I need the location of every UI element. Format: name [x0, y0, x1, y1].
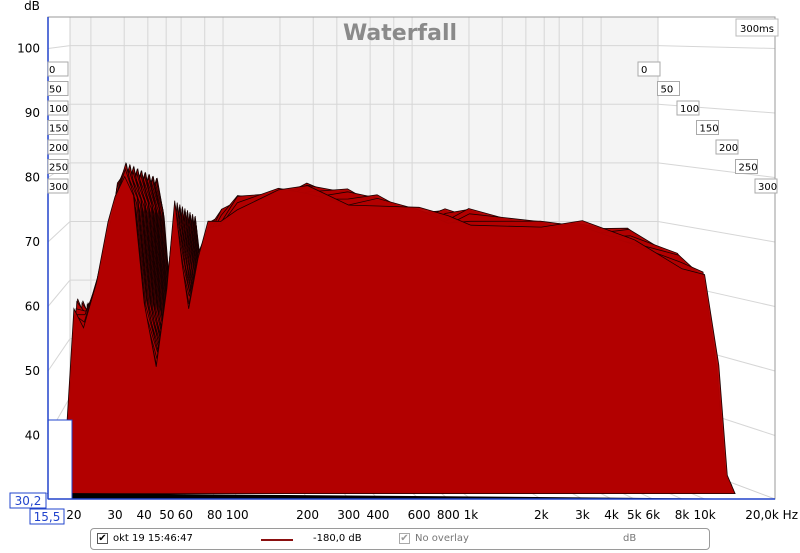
x-tick-label: 50	[159, 508, 174, 522]
y-tick-label: 50	[25, 364, 40, 378]
measurement-checkbox[interactable]: ✔	[97, 533, 108, 544]
x-tick-label: 10k	[693, 508, 715, 522]
time-label-left: 250	[49, 163, 68, 174]
waterfall-slice	[46, 175, 736, 494]
unit-label: dB	[623, 533, 637, 544]
time-label-box-left	[47, 120, 69, 135]
time-corner-box	[735, 18, 779, 37]
x-axis-end-label: 20,0k Hz	[745, 508, 798, 522]
x-tick-label: 800	[437, 508, 460, 522]
level-marker	[47, 419, 73, 500]
plot-frame	[47, 16, 776, 500]
y-min-label[interactable]: 30,2	[15, 494, 42, 508]
y-min-box[interactable]	[9, 492, 47, 509]
grid-line-side	[47, 338, 71, 372]
time-label-right: 250	[739, 163, 758, 174]
waterfall-slices	[46, 161, 775, 499]
time-label-right: 50	[661, 85, 674, 96]
grid-line-right	[657, 220, 776, 243]
floor-shadow	[48, 493, 775, 499]
waterfall-chart: 40 50 60 70 80 90 100 20 30 40 50 60 80 100 200 300 400 6…	[9, 0, 798, 525]
x-tick-label: 6k	[646, 508, 661, 522]
x-tick-label: 40	[137, 508, 152, 522]
legend-bar: ✔ okt 19 15:46:47 -180,0 dB ✔ No overlay…	[90, 528, 710, 550]
time-label-left: 200	[49, 143, 68, 154]
axes: 40 50 60 70 80 90 100 20 30 40 50 60 80 100 200 300 400 6…	[17, 42, 716, 523]
y-axis-label: dB	[24, 0, 40, 13]
time-label-box-left	[47, 178, 69, 194]
time-label-right: 100	[680, 104, 699, 115]
overlay-checkbox[interactable]: ✔	[399, 533, 410, 544]
grid-line-right	[657, 45, 776, 49]
time-label-right: 300	[758, 182, 777, 193]
grid-line-side	[47, 45, 71, 49]
x-min-label[interactable]: 15,5	[34, 510, 61, 524]
grid-line-side	[47, 221, 71, 243]
time-label-left: 150	[49, 124, 68, 135]
overlay-label[interactable]: No overlay	[415, 533, 469, 544]
y-tick-label: 100	[17, 42, 40, 56]
x-tick-label: 400	[366, 508, 389, 522]
level-value: -180,0 dB	[313, 533, 362, 544]
time-label-right: 150	[700, 124, 719, 135]
trace-color-swatch	[261, 539, 293, 541]
measurement-name[interactable]: okt 19 15:46:47	[113, 533, 193, 544]
time-label-box-right	[696, 120, 719, 135]
grid-line-right	[657, 162, 776, 178]
time-corner-label: 300ms	[740, 24, 774, 35]
x-tick-label: 4k	[604, 508, 619, 522]
time-label-left: 100	[49, 104, 68, 115]
y-tick-label: 70	[25, 235, 40, 249]
x-tick-label: 100	[226, 508, 249, 522]
time-label-right: 0	[641, 65, 647, 76]
time-label-left: 300	[49, 182, 68, 193]
x-tick-label: 5k	[627, 508, 642, 522]
x-min-box[interactable]	[29, 508, 65, 525]
time-label-box-right	[735, 159, 758, 174]
time-label-box-right	[637, 61, 661, 77]
x-tick-label: 2k	[534, 508, 549, 522]
y-tick-label: 90	[25, 106, 40, 120]
x-tick-label: 30	[107, 508, 122, 522]
x-tick-label: 20	[66, 508, 81, 522]
x-tick-label: 300	[337, 508, 360, 522]
time-label-box-left	[47, 61, 69, 77]
x-tick-label: 80	[207, 508, 222, 522]
grid-line-side	[47, 279, 71, 307]
time-label-box-right	[754, 178, 778, 194]
time-label-box-left	[47, 81, 69, 96]
time-label-right: 200	[719, 143, 738, 154]
time-label-box-left	[47, 159, 69, 174]
y-tick-label: 60	[25, 300, 40, 314]
chart-title: Waterfall	[343, 21, 457, 46]
time-label-left: 50	[49, 85, 62, 96]
time-label-left: 0	[49, 65, 55, 76]
x-tick-label: 60	[178, 508, 193, 522]
x-tick-label: 600	[408, 508, 431, 522]
y-tick-label: 80	[25, 171, 40, 185]
time-label-box-right	[657, 81, 680, 96]
x-tick-label: 200	[296, 508, 319, 522]
x-tick-label: 1k	[464, 508, 479, 522]
time-label-box-left	[47, 139, 69, 155]
time-label-box-right	[715, 139, 739, 155]
y-tick-label: 40	[25, 429, 40, 443]
time-label-box-right	[676, 100, 700, 116]
time-label-box-left	[47, 100, 69, 116]
x-tick-label: 8k	[675, 508, 690, 522]
x-tick-label: 3k	[575, 508, 590, 522]
